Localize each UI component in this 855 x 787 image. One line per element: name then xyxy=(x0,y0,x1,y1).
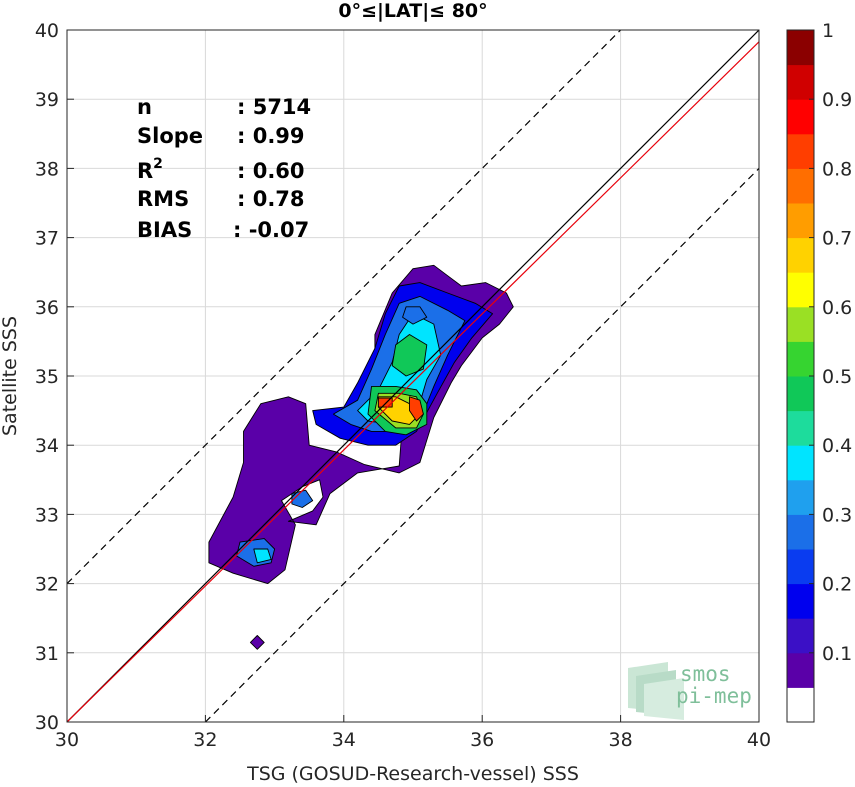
colorbar-band xyxy=(787,445,814,481)
colorbar-tick-label: 0.5 xyxy=(822,366,852,388)
colorbar-band xyxy=(787,479,814,515)
stat-rms-value: : 0.78 xyxy=(237,187,305,211)
watermark-logo: smos pi-mep xyxy=(628,662,752,720)
density-regions xyxy=(208,264,514,650)
x-tick-label: 40 xyxy=(747,729,771,751)
density-region xyxy=(253,548,272,564)
x-tick-label: 38 xyxy=(609,729,633,751)
colorbar-tick-label: 0.1 xyxy=(822,643,852,665)
reference-lines xyxy=(67,30,759,722)
colorbar-band xyxy=(787,376,814,412)
density-region xyxy=(291,489,314,508)
stat-bias-label: BIAS xyxy=(137,218,192,242)
colorbar-band xyxy=(787,341,814,377)
y-tick-label: 38 xyxy=(35,158,59,180)
stat-r2-label: R2 xyxy=(137,156,163,183)
colorbar-band xyxy=(787,203,814,239)
y-tick-label: 31 xyxy=(35,643,59,665)
y-tick-label: 33 xyxy=(35,504,59,526)
y-tick-label: 37 xyxy=(35,228,59,250)
logo-line1: smos xyxy=(680,662,731,686)
colorbar-tick-label: 0.7 xyxy=(822,228,852,250)
stat-rms-label: RMS xyxy=(137,187,189,211)
y-tick-label: 32 xyxy=(35,574,59,596)
colorbar-band xyxy=(787,168,814,204)
x-axis-label: TSG (GOSUD-Research-vessel) SSS xyxy=(246,763,579,785)
colorbar-band xyxy=(787,30,814,66)
stat-slope-label: Slope xyxy=(137,124,203,148)
y-ticks: 30 31 32 33 34 35 36 37 38 39 40 xyxy=(35,20,74,734)
colorbar-band xyxy=(787,687,814,723)
density-region xyxy=(409,396,424,422)
density-region xyxy=(391,334,428,377)
density-region xyxy=(249,635,265,650)
x-tick-label: 34 xyxy=(332,729,356,751)
density-region xyxy=(402,306,428,325)
colorbar-tick-label: 0.6 xyxy=(822,297,852,319)
y-tick-label: 35 xyxy=(35,366,59,388)
colorbar-band xyxy=(787,306,814,342)
reference-line-identity xyxy=(67,30,759,722)
logo-line2: pi-mep xyxy=(676,684,752,708)
colorbar-band xyxy=(787,618,814,654)
y-tick-label: 39 xyxy=(35,89,59,111)
stat-r2-base: R xyxy=(137,159,153,183)
stat-n-value: : 5714 xyxy=(237,95,311,119)
y-tick-label: 34 xyxy=(35,435,59,457)
y-tick-label: 30 xyxy=(35,712,59,734)
colorbar-band xyxy=(787,549,814,585)
colorbar-band xyxy=(787,652,814,688)
y-tick-label: 36 xyxy=(35,297,59,319)
reference-line-minus-2 xyxy=(204,167,759,722)
x-tick-label: 32 xyxy=(193,729,217,751)
colorbar-tick-label: 0.9 xyxy=(822,89,852,111)
stat-slope-value: : 0.99 xyxy=(237,124,305,148)
stat-n-label: n xyxy=(137,95,152,119)
colorbar-band xyxy=(787,237,814,273)
colorbar-band xyxy=(787,64,814,100)
reference-line-plus-2 xyxy=(67,30,622,585)
colorbar-tick-label: 0.8 xyxy=(822,158,852,180)
chart-title: 0°≤|LAT|≤ 80° xyxy=(338,0,487,22)
x-ticks: 30 32 34 36 38 40 xyxy=(55,715,771,751)
x-tick-label: 30 xyxy=(55,729,79,751)
colorbar-tick-label: 0.2 xyxy=(822,574,852,596)
reference-line-regression xyxy=(67,41,759,722)
stat-r2-value: : 0.60 xyxy=(237,159,305,183)
stats-box: n : 5714 Slope : 0.99 R2 : 0.60 RMS : 0.… xyxy=(137,95,311,242)
colorbar-tick-label: 1 xyxy=(822,20,834,42)
stat-bias-value: : -0.07 xyxy=(233,218,309,242)
colorbar-band xyxy=(787,583,814,619)
x-tick-label: 36 xyxy=(470,729,494,751)
colorbar-band xyxy=(787,99,814,135)
colorbar xyxy=(787,30,814,723)
colorbar-band xyxy=(787,133,814,169)
colorbar-tick-label: 0.3 xyxy=(822,504,852,526)
y-axis-label: Satellite SSS xyxy=(0,316,21,436)
colorbar-band xyxy=(787,272,814,308)
colorbar-tick-label: 0.4 xyxy=(822,435,852,457)
y-tick-label: 40 xyxy=(35,20,59,42)
colorbar-band xyxy=(787,410,814,446)
colorbar-band xyxy=(787,514,814,550)
stat-r2-sup: 2 xyxy=(153,156,163,172)
colorbar-ticks: 0.1 0.2 0.3 0.4 0.5 0.6 0.7 0.8 0.9 1 xyxy=(809,20,852,665)
logo-waves-icon xyxy=(628,662,684,720)
